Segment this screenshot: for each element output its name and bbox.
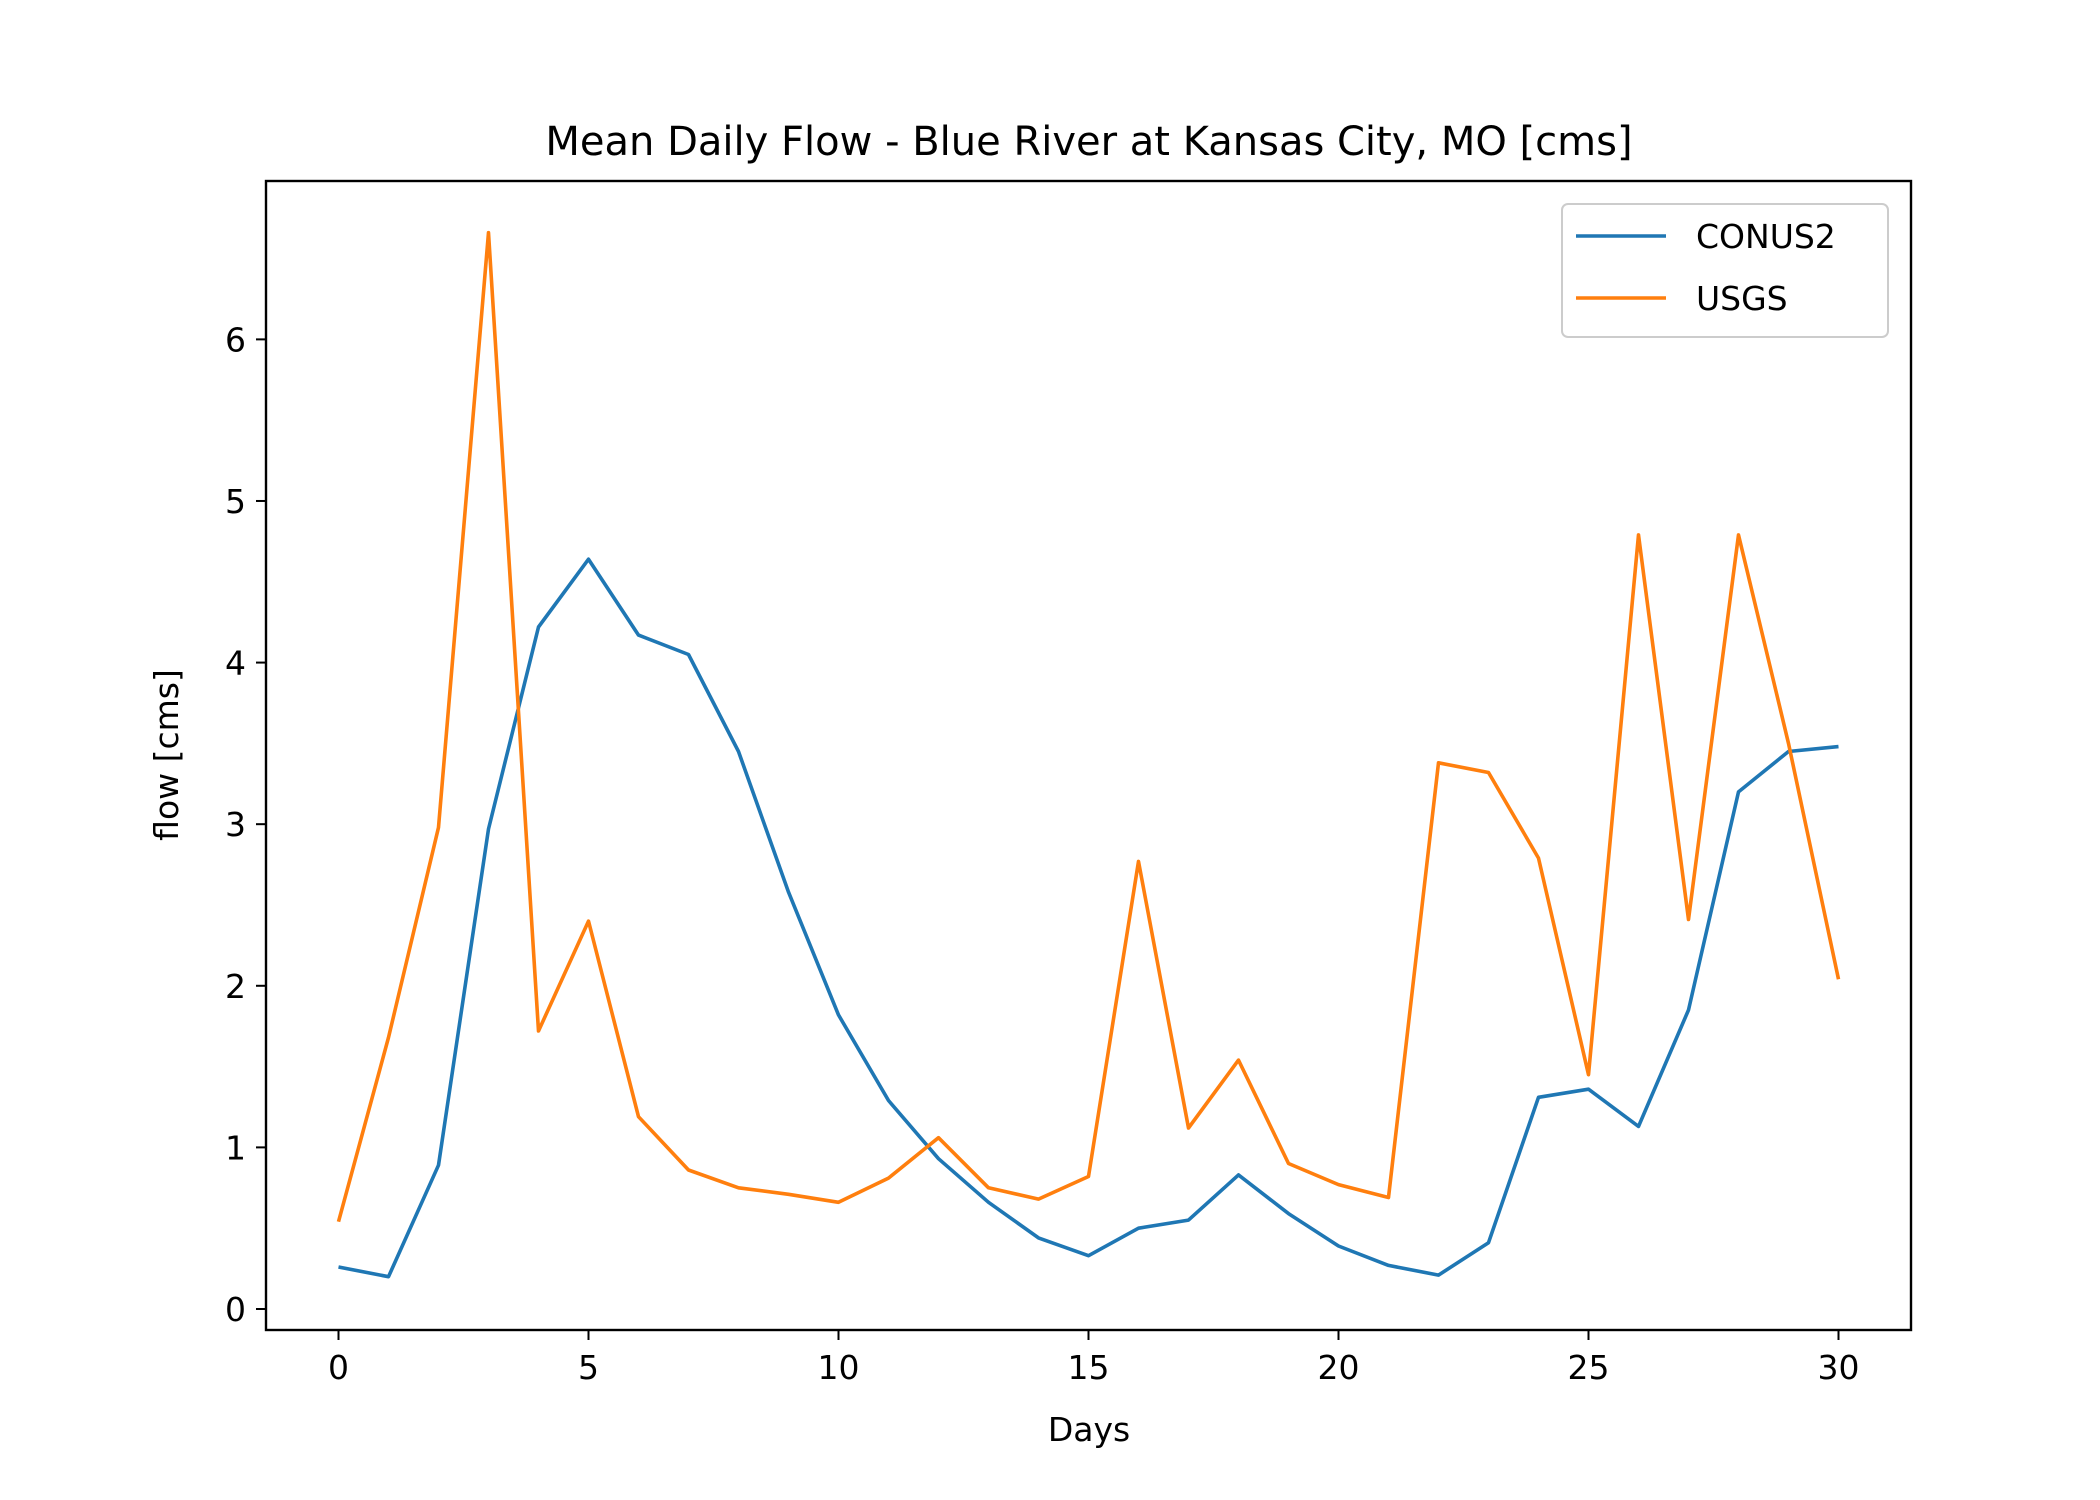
axes-frame (264, 179, 1913, 1332)
y-tick-label: 1 (225, 1128, 246, 1167)
y-tick-label: 2 (225, 967, 246, 1006)
legend-entry-label: USGS (1696, 279, 1788, 318)
y-axis-label: flow [cms] (147, 669, 186, 841)
x-tick-label: 30 (1818, 1348, 1860, 1387)
x-axis-label: Days (1048, 1410, 1130, 1449)
y-tick-label: 0 (225, 1290, 246, 1329)
y-tick-label: 4 (225, 644, 246, 683)
chart-title: Mean Daily Flow - Blue River at Kansas C… (545, 119, 1632, 165)
legend-entry-label: CONUS2 (1696, 217, 1836, 256)
x-tick-label: 20 (1318, 1348, 1360, 1387)
y-tick-label: 3 (225, 805, 246, 844)
legend: CONUS2 USGS (1561, 203, 1889, 338)
series-usgs (336, 230, 1841, 1223)
x-tick-label: 10 (818, 1348, 860, 1387)
series-layer (336, 230, 1841, 1279)
series-conus2 (338, 557, 1839, 1279)
axis-ticks: 0 5 10 15 20 25 30 0 1 2 3 4 5 6 (225, 320, 1860, 1387)
y-tick-label: 5 (225, 482, 246, 521)
x-tick-label: 0 (328, 1348, 349, 1387)
x-tick-label: 5 (578, 1348, 599, 1387)
x-tick-label: 15 (1068, 1348, 1110, 1387)
y-tick-label: 6 (225, 320, 246, 359)
x-tick-label: 25 (1568, 1348, 1610, 1387)
